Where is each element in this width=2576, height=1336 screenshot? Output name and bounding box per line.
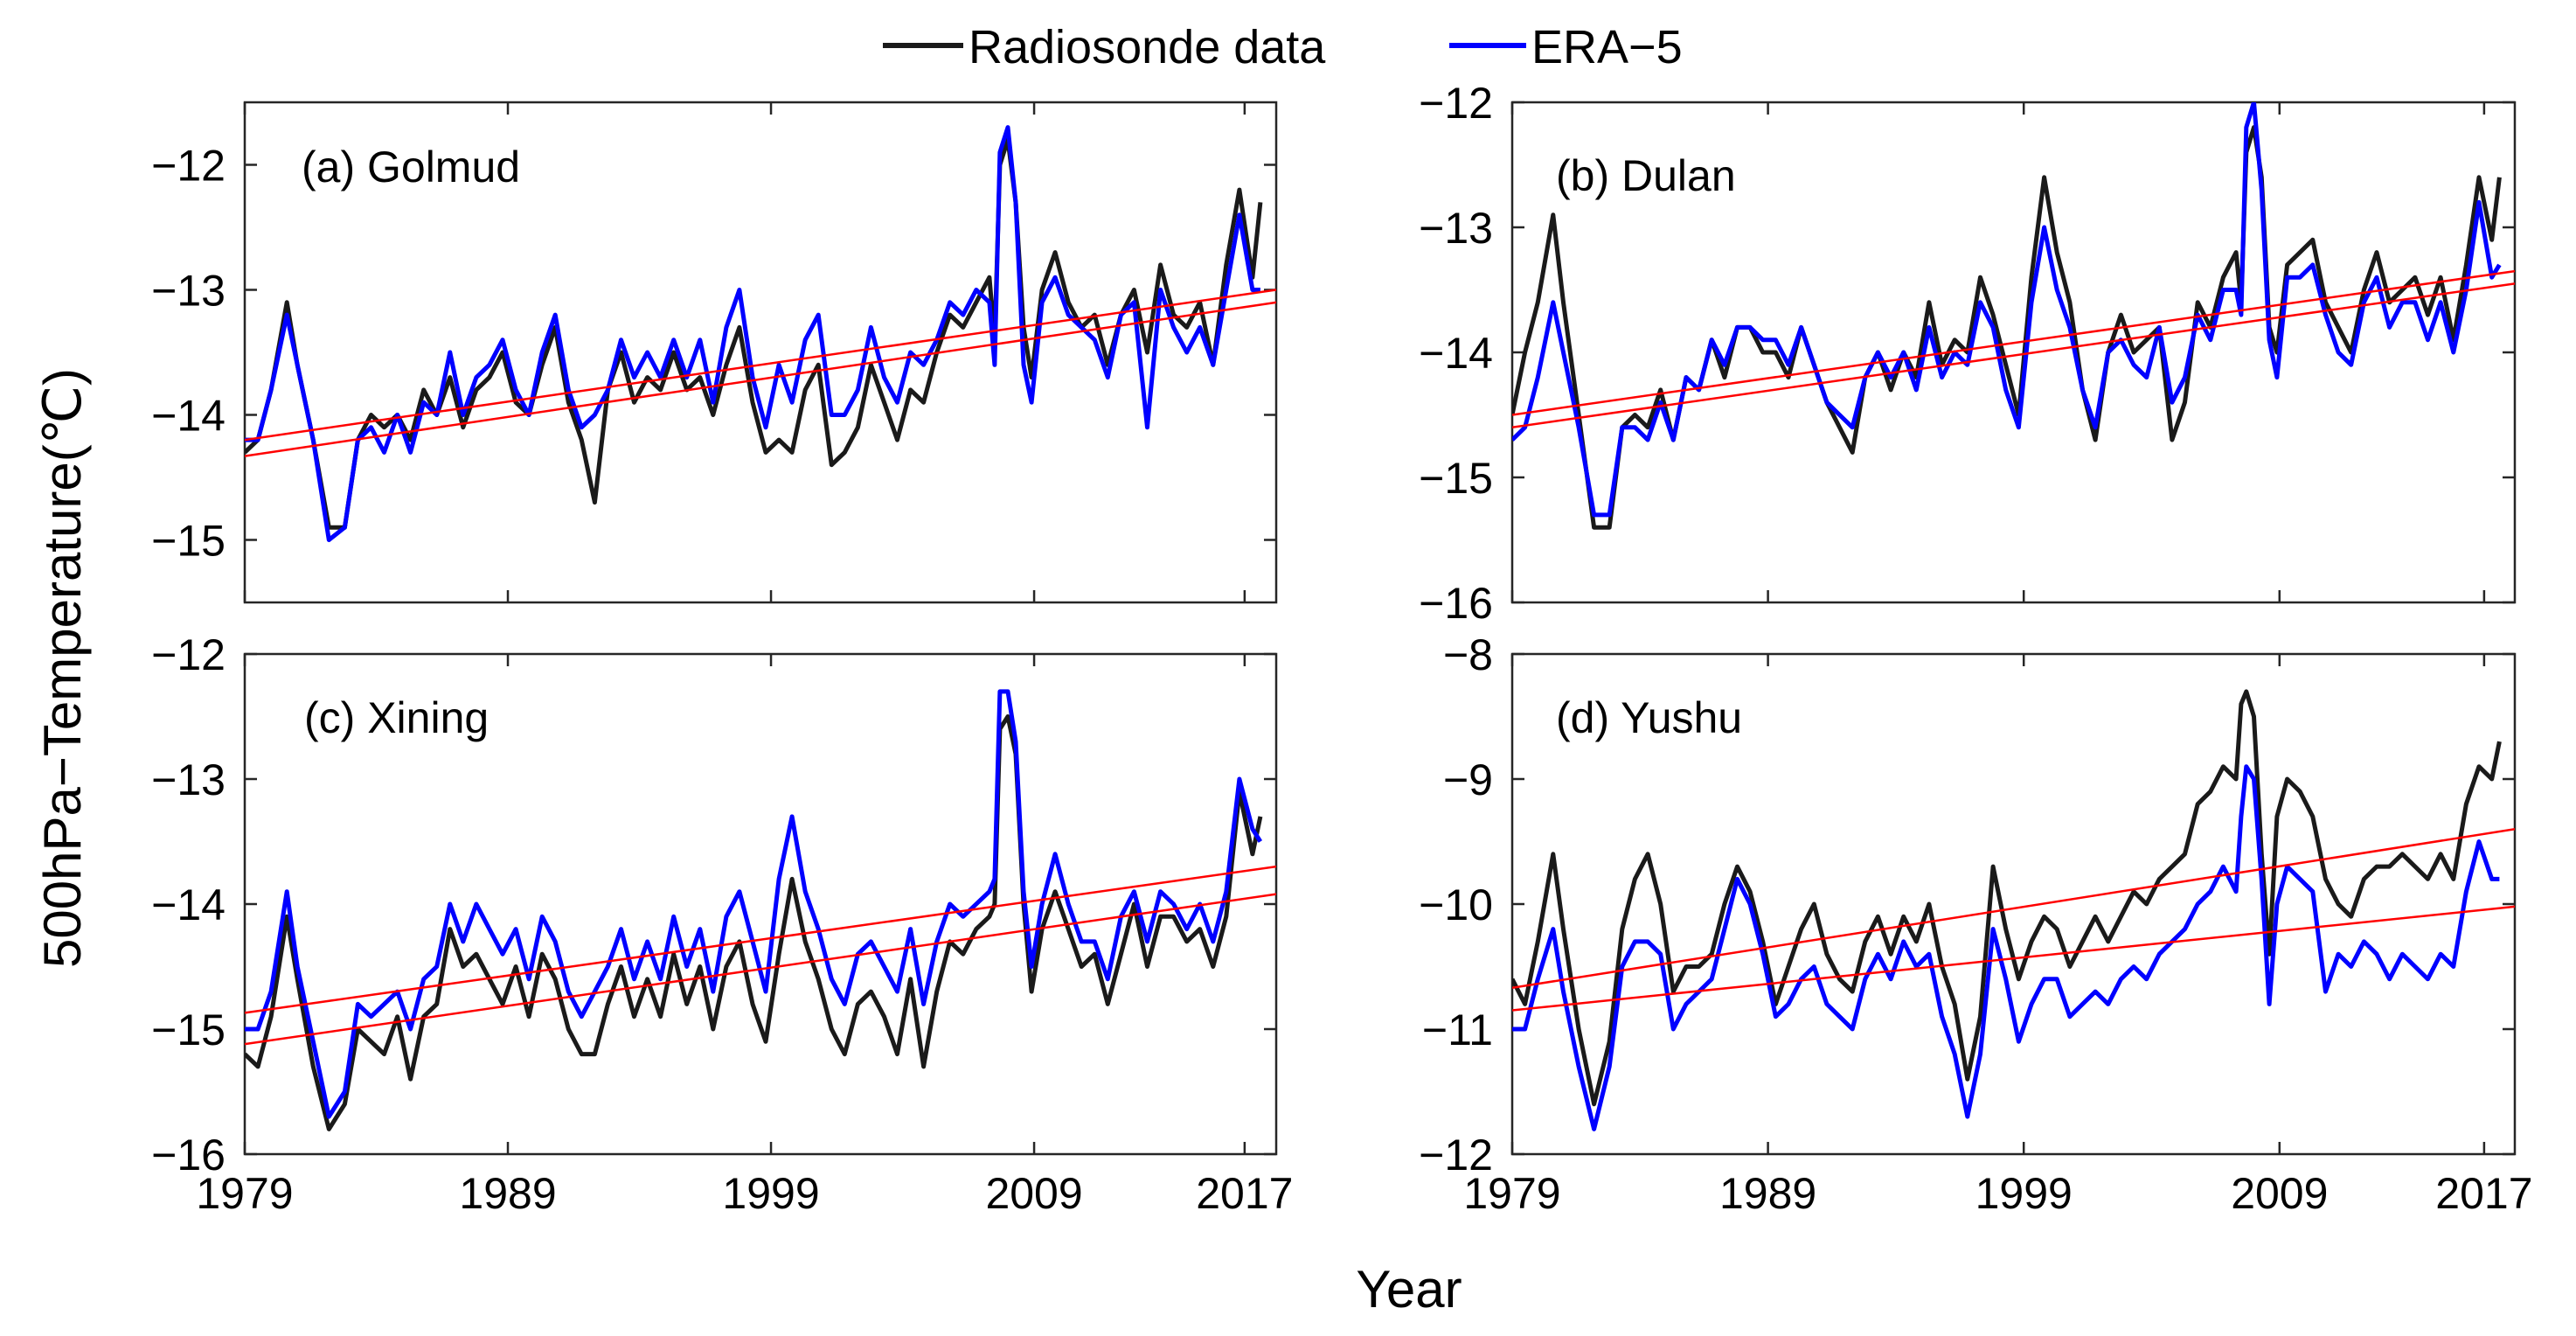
trend-line-b-1 xyxy=(1512,269,2515,416)
y-tick-label-c: −13 xyxy=(151,755,226,804)
y-tick-label-b: −13 xyxy=(1419,204,1493,253)
legend: Radiosonde data ERA−5 xyxy=(883,21,1683,73)
y-tick-label-c: −12 xyxy=(151,630,226,679)
era5-line-d xyxy=(1512,764,2500,1131)
data-layer-a xyxy=(245,125,1276,542)
panel-c: (c) Xining −16 −15 −14 −13 −12 1979 1989 1999 20… xyxy=(151,630,1293,1218)
panel-title-d: (d) Yushu xyxy=(1556,693,1742,742)
trend-line-a-2 xyxy=(245,301,1276,457)
x-tick-label-c: 1979 xyxy=(196,1169,293,1218)
y-tick-label-d: −9 xyxy=(1443,755,1493,804)
y-tick-label-d: −12 xyxy=(1419,1131,1493,1179)
trend-line-d-1 xyxy=(1512,827,2515,990)
y-tick-label-a: −12 xyxy=(151,142,226,191)
data-layer-d xyxy=(1512,689,2515,1131)
era5-line-a xyxy=(245,125,1260,542)
panel-title-c: (c) Xining xyxy=(304,693,489,742)
legend-label-era5: ERA−5 xyxy=(1531,21,1683,73)
y-tick-label-b: −16 xyxy=(1419,579,1493,628)
x-tick-label-d: 1979 xyxy=(1463,1169,1560,1218)
panel-a: (a) Golmud −15 −14 −13 −12 xyxy=(151,101,1278,604)
y-tick-label-c: −14 xyxy=(151,880,226,929)
x-tick-label-d: 1989 xyxy=(1719,1169,1816,1218)
legend-label-radiosonde: Radiosonde data xyxy=(969,21,1326,73)
panel-d: (d) Yushu −12 −11 −10 −9 −8 1979 1989 1999 2009 2… xyxy=(1419,630,2532,1218)
y-tick-label-a: −13 xyxy=(151,267,226,316)
data-layer-b xyxy=(1512,102,2515,530)
x-tick-label-d: 1999 xyxy=(1975,1169,2073,1218)
plot-area-a xyxy=(243,101,1278,604)
era5-line-b xyxy=(1512,102,2502,518)
era5-line-c xyxy=(245,689,1263,1119)
radiosonde-line-a xyxy=(245,137,1263,530)
data-layer-c xyxy=(245,689,1276,1131)
y-tick-label-d: −8 xyxy=(1443,630,1493,679)
y-tick-label-d: −11 xyxy=(1422,1005,1493,1054)
y-tick-label-a: −14 xyxy=(151,392,226,441)
radiosonde-line-d xyxy=(1512,689,2502,1107)
y-tick-label-d: −10 xyxy=(1419,880,1493,929)
x-tick-label-c: 2009 xyxy=(985,1169,1082,1218)
x-tick-label-c: 1999 xyxy=(722,1169,819,1218)
trend-line-c-1 xyxy=(245,865,1276,1014)
y-tick-label-b: −15 xyxy=(1419,454,1493,503)
radiosonde-line-c xyxy=(245,714,1263,1131)
trend-line-c-2 xyxy=(245,893,1276,1046)
x-tick-label-c: 1989 xyxy=(459,1169,556,1218)
x-tick-label-d: 2017 xyxy=(2435,1169,2532,1218)
trend-line-a-1 xyxy=(245,289,1276,442)
y-tick-label-b: −14 xyxy=(1419,329,1493,378)
x-tick-label-c: 2017 xyxy=(1196,1169,1293,1218)
y-axis-title: 500hPa−Temperature(℃) xyxy=(33,368,92,968)
trend-line-b-2 xyxy=(1512,282,2515,429)
y-tick-label-a: −15 xyxy=(151,517,226,566)
y-tick-label-c: −15 xyxy=(151,1005,226,1054)
panel-title-a: (a) Golmud xyxy=(302,143,520,191)
panel-title-b: (b) Dulan xyxy=(1556,151,1736,200)
panel-b: (b) Dulan −16 −15 −14 −13 −12 xyxy=(1419,79,2517,628)
x-axis-title: Year xyxy=(1356,1260,1462,1319)
y-tick-label-c: −16 xyxy=(151,1131,226,1179)
x-tick-label-d: 2009 xyxy=(2231,1169,2328,1218)
trend-line-d-2 xyxy=(1512,905,2515,1012)
y-tick-label-b: −12 xyxy=(1419,79,1493,128)
